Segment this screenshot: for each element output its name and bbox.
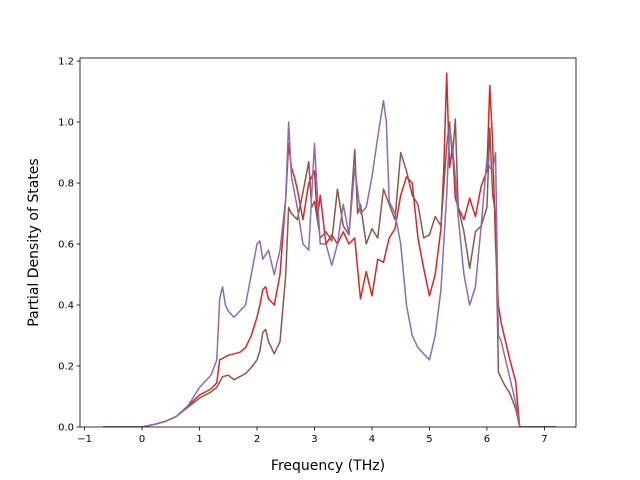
x-tick-label: 0 <box>139 434 145 445</box>
series-layer <box>102 72 556 427</box>
x-tick-label: 6 <box>484 434 490 445</box>
x-tick-label: 1 <box>196 434 202 445</box>
y-axis-label: Partial Density of States <box>26 158 42 326</box>
y-tick-label: 1.0 <box>58 118 74 129</box>
y-axis: 0.0 0.2 0.4 0.6 0.8 1.0 1.2 <box>58 57 80 434</box>
y-tick-label: 0.0 <box>58 423 74 434</box>
x-tick-label: 3 <box>311 434 317 445</box>
x-axis-label: Frequency (THz) <box>271 458 385 474</box>
x-tick-label: −1 <box>77 434 92 445</box>
y-tick-label: 1.2 <box>58 57 74 68</box>
y-tick-label: 0.2 <box>58 362 74 373</box>
x-tick-label: 2 <box>254 434 260 445</box>
x-tick-label: 7 <box>541 434 547 445</box>
x-tick-label: 5 <box>426 434 432 445</box>
y-tick-label: 0.8 <box>58 179 74 190</box>
x-axis: −1 0 1 2 3 4 5 6 7 <box>77 427 548 445</box>
plot-frame <box>79 57 577 428</box>
y-tick-label: 0.6 <box>58 240 74 251</box>
x-tick-label: 4 <box>369 434 375 445</box>
series-line-1 <box>102 72 556 427</box>
series-line-2 <box>102 118 556 427</box>
series-line-3 <box>102 99 556 427</box>
y-tick-label: 0.4 <box>58 301 74 312</box>
